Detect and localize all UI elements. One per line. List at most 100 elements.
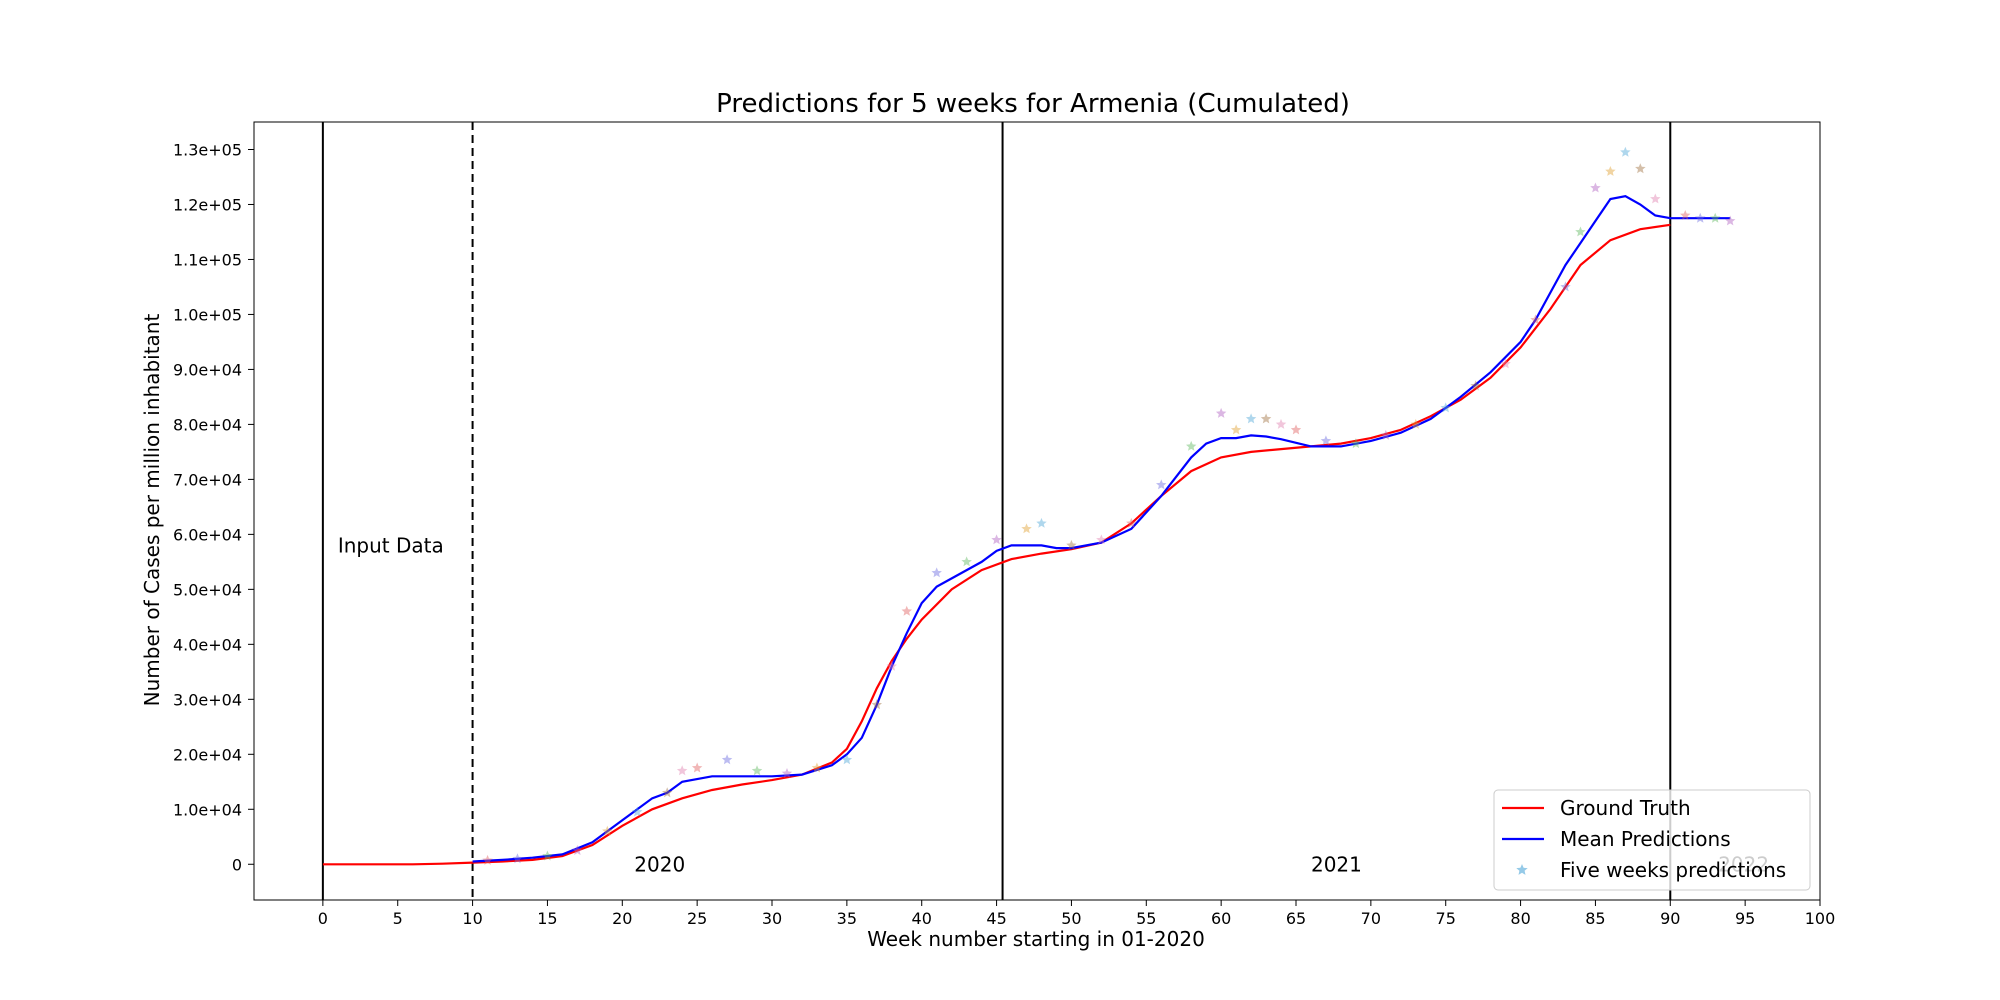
five-weeks-prediction-point (1470, 380, 1481, 391)
y-tick-label: 2.0e+04 (173, 745, 242, 764)
five-weeks-prediction-point (1036, 517, 1047, 528)
five-weeks-prediction-point (1290, 424, 1302, 435)
plot-frame (253, 121, 1821, 901)
five-weeks-prediction-point (662, 787, 673, 798)
five-weeks-prediction-point (1066, 539, 1077, 550)
chart-title: Predictions for 5 weeks for Armenia (Cum… (716, 89, 1350, 119)
x-tick-label: 65 (1286, 909, 1306, 928)
five-weeks-prediction-point (721, 754, 733, 765)
y-tick-label: 8.0e+04 (173, 415, 242, 434)
five-weeks-prediction-point (1260, 413, 1272, 424)
x-tick-label: 10 (462, 909, 482, 928)
five-weeks-prediction-point (572, 845, 583, 855)
legend-marker-scatter (1516, 864, 1528, 875)
five-weeks-prediction-point (1590, 182, 1601, 193)
x-tick-label: 40 (912, 909, 932, 928)
five-weeks-prediction-point (1320, 435, 1332, 446)
x-tick-label: 35 (837, 909, 857, 928)
five-weeks-prediction-point (1680, 210, 1691, 220)
y-tick-label: 1.0e+04 (173, 800, 242, 819)
y-tick-label: 3.0e+04 (173, 690, 242, 709)
five-weeks-prediction-point (1605, 166, 1616, 176)
five-weeks-prediction-point (1724, 215, 1736, 226)
five-weeks-prediction-point (1380, 429, 1392, 440)
five-weeks-prediction-point (1440, 402, 1451, 413)
five-weeks-prediction-point (991, 534, 1002, 545)
x-tick-label: 30 (762, 909, 782, 928)
x-tick-label: 90 (1660, 909, 1680, 928)
x-tick-label: 70 (1361, 909, 1381, 928)
x-axis-title: Week number starting in 01-2020 (867, 927, 1205, 951)
five-weeks-prediction-point (1230, 424, 1242, 435)
five-weeks-prediction-point (871, 699, 882, 710)
five-weeks-prediction-point (691, 762, 703, 773)
five-weeks-prediction-point (1410, 418, 1421, 429)
five-weeks-prediction-point (1156, 479, 1167, 490)
y-tick-label: 0 (232, 855, 242, 874)
five-weeks-prediction-point (1620, 146, 1631, 157)
five-weeks-prediction-point (886, 660, 897, 671)
five-weeks-prediction-point (512, 853, 523, 864)
legend-box (1493, 789, 1811, 891)
legend: Ground Truth Mean Predictions Five weeks p… (1493, 789, 1811, 891)
x-tick-label: 85 (1585, 909, 1605, 928)
x-tick-label: 75 (1436, 909, 1456, 928)
five-weeks-prediction-point (1635, 163, 1646, 174)
y-tick-label: 9.0e+04 (173, 360, 242, 379)
y-tick-label: 7.0e+04 (173, 470, 242, 489)
y-tick-label: 4.0e+04 (173, 635, 242, 654)
five-weeks-prediction-point (1650, 193, 1661, 204)
x-tick-label: 100 (1805, 909, 1836, 928)
series-line-1 (472, 195, 1731, 863)
five-weeks-prediction-point (632, 806, 643, 817)
five-weeks-prediction-point (676, 765, 688, 776)
x-tick-label: 5 (393, 909, 403, 928)
five-weeks-prediction-point (1500, 358, 1511, 369)
five-weeks-prediction-point (1096, 534, 1107, 545)
y-tick-label: 6.0e+04 (173, 525, 242, 544)
five-weeks-prediction-point (1021, 523, 1032, 534)
annotation-0: Input Data (338, 533, 444, 557)
legend-label: Mean Predictions (1560, 827, 1731, 851)
five-weeks-prediction-point (751, 765, 763, 776)
five-weeks-prediction-point (1530, 314, 1541, 325)
five-weeks-prediction-point (901, 605, 912, 616)
x-tick-label: 20 (612, 909, 632, 928)
x-tick-label: 45 (986, 909, 1006, 928)
y-tick-label: 5.0e+04 (173, 580, 242, 599)
y-tick-label: 1.0e+05 (173, 305, 242, 324)
y-tick-label: 1.1e+05 (173, 250, 242, 269)
legend-label: Ground Truth (1560, 796, 1691, 820)
five-weeks-prediction-point (542, 850, 553, 861)
five-weeks-prediction-point (961, 556, 972, 567)
five-weeks-prediction-point (1215, 407, 1227, 418)
five-weeks-prediction-point (1126, 517, 1137, 528)
x-tick-label: 55 (1136, 909, 1156, 928)
x-tick-label: 25 (687, 909, 707, 928)
axis-ticks: 0 5 10 15 20 25 30 35 40 45 50 55 60 65 70 75 80 85 90 95 10… (173, 140, 1835, 928)
legend-label: Five weeks predictions (1560, 858, 1786, 882)
five-weeks-prediction-point (1710, 212, 1721, 223)
five-weeks-prediction-point (1695, 212, 1706, 223)
five-weeks-prediction-point (1350, 438, 1362, 449)
five-weeks-prediction-point (482, 854, 493, 865)
five-weeks-prediction-point (602, 825, 613, 836)
x-tick-label: 95 (1735, 909, 1755, 928)
five-weeks-prediction-point (1575, 226, 1586, 237)
x-tick-label: 50 (1061, 909, 1081, 928)
annotation-1: 2020 (634, 852, 685, 876)
annotation-2: 2021 (1311, 852, 1362, 876)
x-tick-label: 80 (1510, 909, 1530, 928)
y-axis-title: Number of Cases per million inhabitant (140, 314, 164, 707)
plot-area: Input Data202020212022 (321, 122, 1769, 900)
x-tick-label: 15 (537, 909, 557, 928)
five-weeks-prediction-point (841, 754, 853, 765)
five-weeks-prediction-point (931, 567, 942, 578)
x-tick-label: 0 (318, 909, 328, 928)
series-line-0 (322, 223, 1671, 866)
x-tick-label: 60 (1211, 909, 1231, 928)
y-tick-label: 1.3e+05 (173, 140, 242, 159)
five-weeks-prediction-point (1275, 418, 1287, 429)
five-weeks-prediction-point (1186, 440, 1197, 451)
